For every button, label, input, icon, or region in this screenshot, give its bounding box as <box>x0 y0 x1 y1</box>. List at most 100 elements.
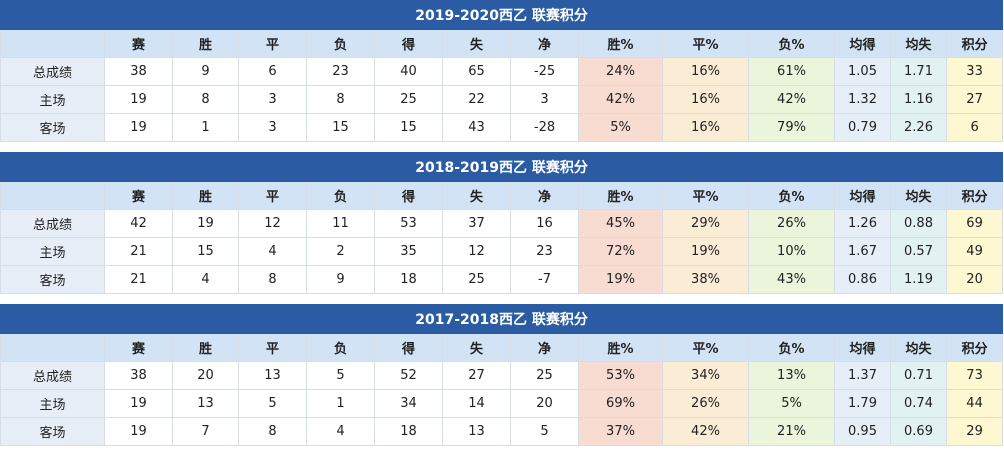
cell: 53 <box>374 209 443 238</box>
cell: 0.79 <box>834 113 891 142</box>
cell: -7 <box>510 265 579 294</box>
row-label: 主场 <box>0 85 105 114</box>
cell: 22 <box>442 85 511 114</box>
column-header: 均得 <box>834 333 891 362</box>
cell: 27 <box>442 361 511 390</box>
cell: 8 <box>238 265 307 294</box>
column-header: 失 <box>442 333 511 362</box>
cell: 29% <box>662 209 749 238</box>
cell: 21 <box>104 237 173 266</box>
column-header: 积分 <box>945 181 1004 210</box>
cell: 27 <box>945 85 1004 114</box>
corner-cell <box>0 181 105 210</box>
cell: 16% <box>662 85 749 114</box>
cell: 49 <box>945 237 1004 266</box>
corner-cell <box>0 29 105 58</box>
column-header: 胜% <box>578 181 663 210</box>
row-label: 总成绩 <box>0 209 105 238</box>
cell: 23 <box>510 237 579 266</box>
cell: 14 <box>442 389 511 418</box>
cell: 1.71 <box>890 57 947 86</box>
column-header: 失 <box>442 181 511 210</box>
cell: 44 <box>945 389 1004 418</box>
cell: 5 <box>238 389 307 418</box>
data-row: 客场 19 7 8 4 18 13 5 37% 42% 21% 0.95 0.69 29 <box>0 417 1004 446</box>
cell: 34 <box>374 389 443 418</box>
cell: 1.37 <box>834 361 891 390</box>
cell: 15 <box>172 237 239 266</box>
cell: 1.26 <box>834 209 891 238</box>
cell: 38 <box>104 361 173 390</box>
cell: 16% <box>662 57 749 86</box>
column-header: 负% <box>748 29 835 58</box>
column-header: 失 <box>442 29 511 58</box>
cell: 13 <box>172 389 239 418</box>
cell: 20 <box>510 389 579 418</box>
title-row: 2017-2018西乙 联赛积分 <box>0 304 1004 334</box>
data-row: 客场 21 4 8 9 18 25 -7 19% 38% 43% 0.86 1.19 20 <box>0 265 1004 294</box>
cell: 33 <box>945 57 1004 86</box>
column-header: 均得 <box>834 29 891 58</box>
cell: 6 <box>945 113 1004 142</box>
column-header: 得 <box>374 333 443 362</box>
column-header: 净 <box>510 333 579 362</box>
data-row: 主场 19 8 3 8 25 22 3 42% 16% 42% 1.32 1.16 27 <box>0 85 1004 114</box>
cell: 25 <box>374 85 443 114</box>
cell: 1 <box>172 113 239 142</box>
cell: 10% <box>748 237 835 266</box>
cell: 8 <box>306 85 375 114</box>
cell: 0.57 <box>890 237 947 266</box>
cell: 5% <box>748 389 835 418</box>
column-header: 平 <box>238 29 307 58</box>
cell: 5% <box>578 113 663 142</box>
column-header: 净 <box>510 181 579 210</box>
column-header: 均失 <box>890 333 947 362</box>
title-row: 2019-2020西乙 联赛积分 <box>0 0 1004 30</box>
title-row: 2018-2019西乙 联赛积分 <box>0 152 1004 182</box>
cell: 35 <box>374 237 443 266</box>
row-label: 主场 <box>0 237 105 266</box>
cell: 24% <box>578 57 663 86</box>
cell: 21 <box>104 265 173 294</box>
column-header: 赛 <box>104 333 173 362</box>
row-label: 主场 <box>0 389 105 418</box>
cell: 1.19 <box>890 265 947 294</box>
cell: 15 <box>374 113 443 142</box>
cell: 42% <box>578 85 663 114</box>
column-header: 均得 <box>834 181 891 210</box>
cell: 69% <box>578 389 663 418</box>
cell: 26% <box>662 389 749 418</box>
cell: 1.67 <box>834 237 891 266</box>
column-header: 赛 <box>104 29 173 58</box>
cell: 0.86 <box>834 265 891 294</box>
cell: 34% <box>662 361 749 390</box>
cell: 73 <box>945 361 1004 390</box>
corner-cell <box>0 333 105 362</box>
data-row: 主场 19 13 5 1 34 14 20 69% 26% 5% 1.79 0.74 44 <box>0 389 1004 418</box>
row-label: 客场 <box>0 265 105 294</box>
column-header: 均失 <box>890 181 947 210</box>
cell: 3 <box>238 113 307 142</box>
cell: 79% <box>748 113 835 142</box>
cell: 2 <box>306 237 375 266</box>
cell: 12 <box>238 209 307 238</box>
cell: 37% <box>578 417 663 446</box>
cell: 18 <box>374 417 443 446</box>
cell: 19 <box>104 389 173 418</box>
header-row: 赛胜平负得失净胜% 平% 负% 均得 均失 积分 <box>0 181 1004 210</box>
cell: 26% <box>748 209 835 238</box>
cell: 0.69 <box>890 417 947 446</box>
cell: 2.26 <box>890 113 947 142</box>
cell: 65 <box>442 57 511 86</box>
cell: 8 <box>172 85 239 114</box>
cell: 3 <box>238 85 307 114</box>
column-header: 负% <box>748 181 835 210</box>
column-header: 平% <box>662 181 749 210</box>
cell: 0.71 <box>890 361 947 390</box>
header-row: 赛胜平负得失净胜% 平% 负% 均得 均失 积分 <box>0 29 1004 58</box>
cell: 42% <box>748 85 835 114</box>
cell: 1.05 <box>834 57 891 86</box>
table-title: 2017-2018西乙 联赛积分 <box>0 304 1004 334</box>
cell: 15 <box>306 113 375 142</box>
row-label: 总成绩 <box>0 361 105 390</box>
